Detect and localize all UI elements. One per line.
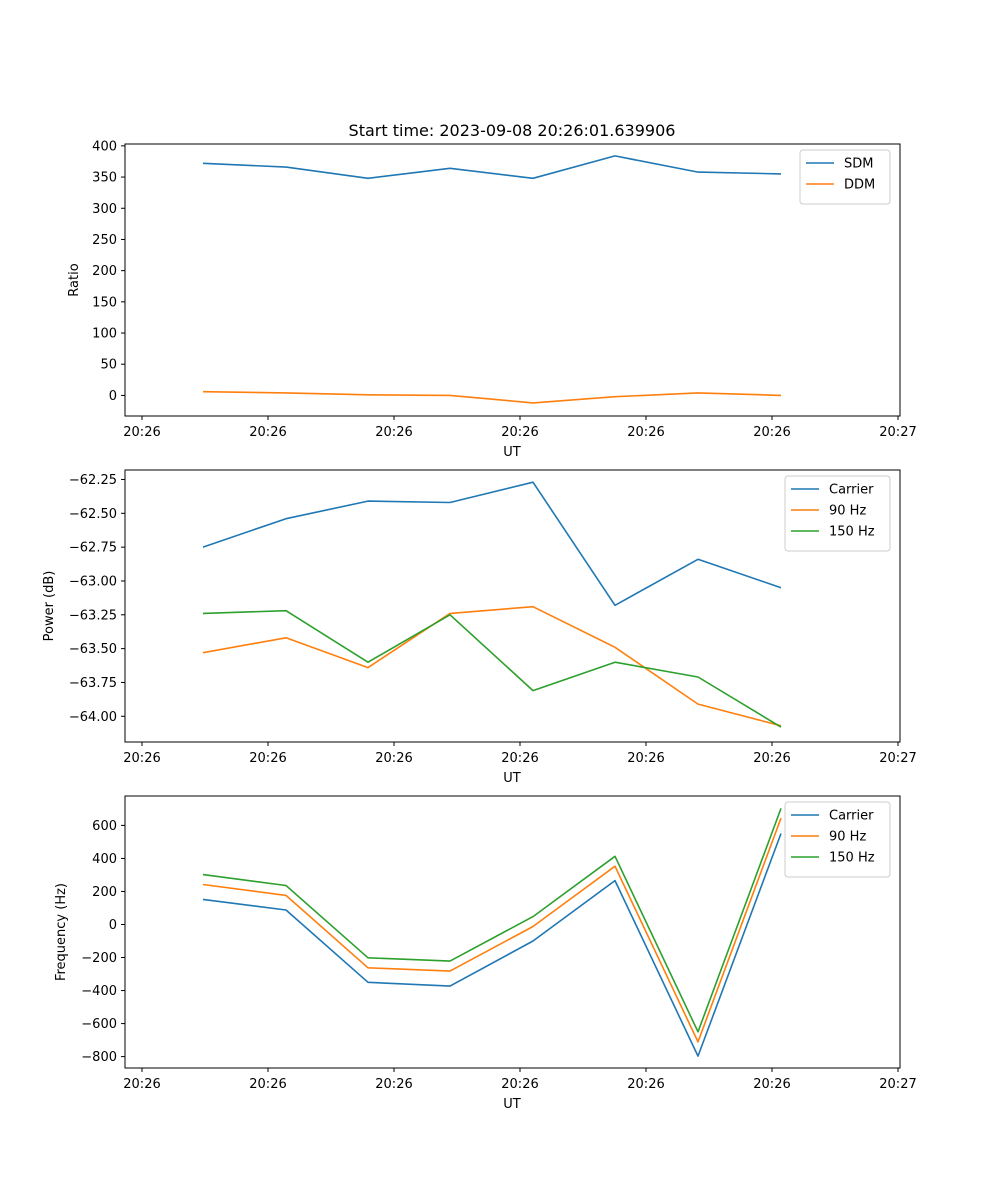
y-axis-label: Ratio — [67, 263, 82, 296]
series-line-90-hz — [202, 605, 782, 727]
panel-1: 20:26 20:26 20:26 20:26 20:26 20:26 20:27 UT 0 50… — [67, 139, 917, 460]
x-tick-label: 20:26 — [249, 425, 286, 440]
x-tick-label: 20:26 — [753, 1077, 790, 1092]
y-tick-label: −200 — [81, 951, 117, 966]
x-axis-label: UT — [503, 771, 521, 786]
y-tick-label: 400 — [92, 852, 117, 867]
legend-label: Carrier — [829, 483, 874, 498]
panels: 20:26 20:26 20:26 20:26 20:26 20:26 20:27 UT 0 50… — [42, 139, 917, 1112]
axes-frame — [124, 795, 901, 1069]
y-tick-label: −600 — [81, 1017, 117, 1032]
x-tick-label: 20:27 — [879, 425, 916, 440]
x-tick-label: 20:26 — [627, 751, 664, 766]
x-tick-label: 20:27 — [879, 751, 916, 766]
figure-title: Start time: 2023-09-08 20:26:01.639906 — [349, 121, 676, 140]
legend-box — [784, 475, 891, 552]
legend-label: 150 Hz — [829, 851, 875, 866]
y-tick-label: −63.75 — [69, 676, 117, 691]
x-tick-label: 20:26 — [375, 1077, 412, 1092]
panel-2: 20:26 20:26 20:26 20:26 20:26 20:26 20:27 UT −62… — [42, 469, 917, 786]
x-tick-label: 20:27 — [879, 1077, 916, 1092]
x-tick-label: 20:26 — [753, 751, 790, 766]
x-tick-label: 20:26 — [375, 425, 412, 440]
y-tick-label: −63.25 — [69, 608, 117, 623]
x-tick-label: 20:26 — [123, 751, 160, 766]
axes-frame — [124, 469, 901, 743]
series-line-sdm — [202, 155, 782, 180]
y-tick-label: 300 — [92, 202, 117, 217]
legend-label: Carrier — [829, 809, 874, 824]
legend-label: 90 Hz — [829, 504, 866, 519]
x-tick-label: 20:26 — [123, 425, 160, 440]
y-tick-label: −400 — [81, 984, 117, 999]
y-tick-label: −62.75 — [69, 541, 117, 556]
y-tick-label: 200 — [92, 885, 117, 900]
y-tick-label: 50 — [100, 358, 117, 373]
series-line-carrier — [202, 833, 782, 1057]
axes-frame — [124, 143, 901, 417]
y-tick-label: −63.50 — [69, 642, 117, 657]
y-axis-label: Power (dB) — [42, 571, 57, 642]
y-tick-label: −62.25 — [69, 473, 117, 488]
series-line-carrier — [202, 481, 782, 607]
x-tick-label: 20:26 — [627, 1077, 664, 1092]
series-line-150-hz — [202, 609, 782, 728]
y-tick-label: −64.00 — [69, 710, 117, 725]
x-tick-label: 20:26 — [249, 751, 286, 766]
x-axis-label: UT — [503, 445, 521, 460]
x-tick-label: 20:26 — [627, 425, 664, 440]
y-tick-label: 250 — [92, 233, 117, 248]
y-tick-label: 0 — [109, 389, 117, 404]
series-line-150-hz — [202, 808, 782, 1033]
y-tick-label: 0 — [109, 918, 117, 933]
y-tick-label: −800 — [81, 1050, 117, 1065]
x-tick-label: 20:26 — [501, 751, 538, 766]
x-tick-label: 20:26 — [501, 425, 538, 440]
legend-label: SDM — [844, 157, 873, 172]
x-tick-label: 20:26 — [753, 425, 790, 440]
y-tick-label: 400 — [92, 139, 117, 154]
x-tick-label: 20:26 — [123, 1077, 160, 1092]
legend-label: 150 Hz — [829, 525, 875, 540]
y-tick-label: −62.50 — [69, 507, 117, 522]
y-axis-label: Frequency (Hz) — [54, 883, 69, 981]
x-tick-label: 20:26 — [249, 1077, 286, 1092]
y-tick-label: 600 — [92, 819, 117, 834]
y-tick-label: 150 — [92, 295, 117, 310]
panel-3: 20:26 20:26 20:26 20:26 20:26 20:26 20:27 UT 600… — [54, 795, 917, 1112]
series-line-ddm — [202, 390, 782, 404]
y-tick-label: −63.00 — [69, 574, 117, 589]
y-tick-label: 200 — [92, 264, 117, 279]
legend-box — [784, 801, 891, 878]
legend-label: DDM — [844, 178, 875, 193]
legend-label: 90 Hz — [829, 830, 866, 845]
series-line-90-hz — [202, 817, 782, 1043]
x-tick-label: 20:26 — [501, 1077, 538, 1092]
y-tick-label: 100 — [92, 327, 117, 342]
x-axis-label: UT — [503, 1097, 521, 1112]
y-tick-label: 350 — [92, 171, 117, 186]
x-tick-label: 20:26 — [375, 751, 412, 766]
